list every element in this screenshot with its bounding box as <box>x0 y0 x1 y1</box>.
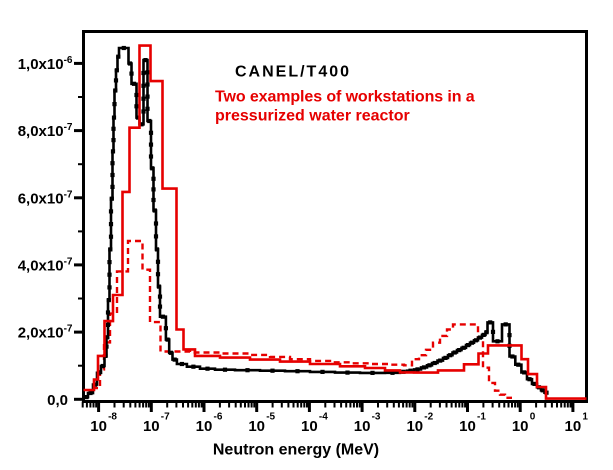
svg-text:10: 10 <box>565 418 582 435</box>
svg-text:-8: -8 <box>108 412 117 423</box>
svg-text:-6: -6 <box>214 412 223 423</box>
svg-text:-3: -3 <box>372 412 381 423</box>
svg-text:pressurized water reactor: pressurized water reactor <box>215 108 410 125</box>
svg-text:Two examples of workstations i: Two examples of workstations in a <box>215 89 475 106</box>
svg-text:2,0x10-7: 2,0x10-7 <box>18 324 73 342</box>
svg-text:10: 10 <box>248 418 265 435</box>
svg-text:10: 10 <box>512 418 529 435</box>
svg-text:1,0x10-6: 1,0x10-6 <box>18 55 73 73</box>
svg-text:-1: -1 <box>477 412 486 423</box>
svg-text:10: 10 <box>301 418 318 435</box>
svg-text:6,0x10-7: 6,0x10-7 <box>18 189 73 207</box>
svg-text:Neutron energy (MeV): Neutron energy (MeV) <box>213 442 379 459</box>
svg-text:CANEL/T400: CANEL/T400 <box>235 64 351 81</box>
svg-text:-7: -7 <box>161 412 170 423</box>
svg-text:10: 10 <box>406 418 423 435</box>
svg-text:1: 1 <box>582 412 588 423</box>
svg-text:10: 10 <box>90 418 107 435</box>
svg-text:0: 0 <box>530 412 536 423</box>
svg-text:0,0: 0,0 <box>47 392 68 409</box>
svg-text:-5: -5 <box>266 412 275 423</box>
svg-text:10: 10 <box>354 418 371 435</box>
svg-text:-4: -4 <box>319 412 328 423</box>
svg-text:4,0x10-7: 4,0x10-7 <box>18 256 73 274</box>
svg-text:10: 10 <box>143 418 160 435</box>
svg-text:10: 10 <box>459 418 476 435</box>
svg-text:10: 10 <box>196 418 213 435</box>
svg-text:-2: -2 <box>424 412 433 423</box>
svg-text:8,0x10-7: 8,0x10-7 <box>18 122 73 140</box>
